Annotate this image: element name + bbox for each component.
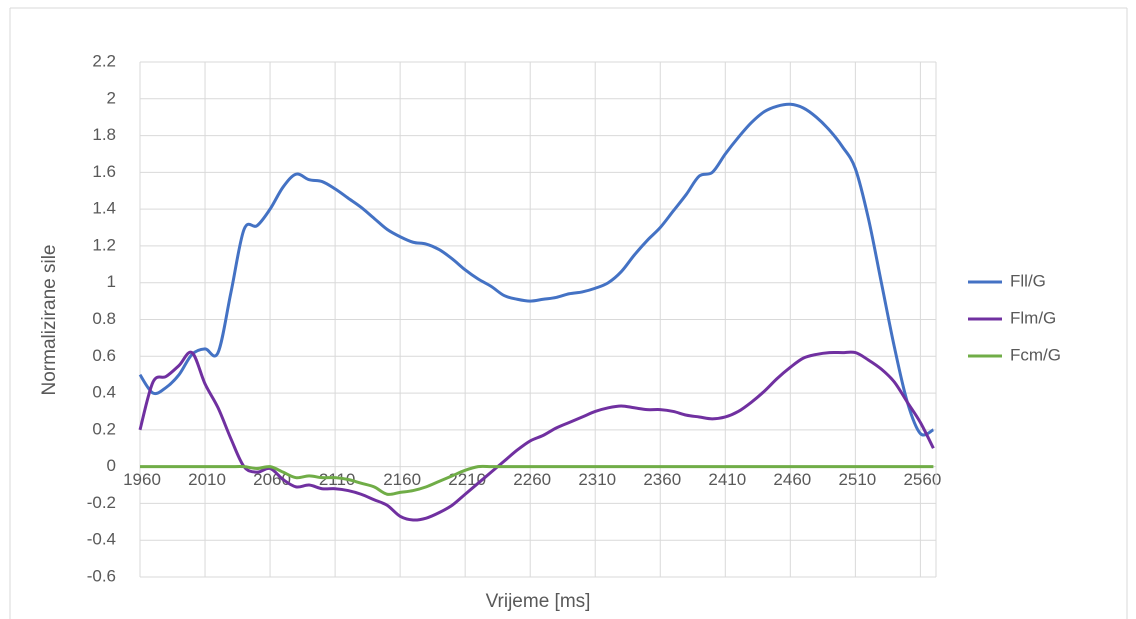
y-tick-label: 1.8 [92, 125, 116, 144]
x-axis-title: Vrijeme [ms] [486, 591, 591, 612]
x-tick-label: 2510 [838, 470, 876, 489]
y-tick-label: 0.6 [92, 346, 116, 365]
series-line [140, 464, 934, 496]
x-tick-label: 2460 [773, 470, 811, 489]
x-tick-label: 2060 [253, 470, 291, 489]
x-tick-label: 1960 [123, 470, 161, 489]
y-tick-label: 1.4 [92, 199, 116, 218]
x-tick-label: 2160 [383, 470, 421, 489]
x-tick-label: 2260 [513, 470, 551, 489]
legend-label: Fcm/G [1010, 345, 1061, 364]
x-tick-label: 2110 [319, 470, 356, 489]
legend-label: Fll/G [1010, 271, 1046, 290]
y-tick-label: 2 [107, 88, 116, 107]
series-line [138, 102, 935, 437]
y-tick-label: 2.2 [92, 51, 116, 70]
legend-label: Flm/G [1010, 308, 1056, 327]
x-tick-label: 2410 [708, 470, 746, 489]
y-axis-title: Normalizirane sile [39, 245, 60, 396]
x-tick-label: 2010 [188, 470, 226, 489]
x-tick-label: 2310 [578, 470, 616, 489]
x-tick-label: 2360 [643, 470, 681, 489]
y-tick-label: 0.4 [92, 383, 116, 402]
y-tick-label: 1.2 [92, 235, 116, 254]
y-tick-label: 1 [107, 272, 116, 291]
y-tick-label: -0.4 [87, 530, 116, 549]
x-tick-label: 2560 [903, 470, 941, 489]
series-line [138, 350, 935, 522]
y-tick-label: 1.6 [92, 162, 116, 181]
y-tick-label: -0.6 [87, 566, 116, 585]
y-tick-label: 0.8 [92, 309, 116, 328]
y-tick-label: 0.2 [92, 419, 116, 438]
y-tick-label: -0.2 [87, 493, 116, 512]
y-tick-label: 0 [107, 456, 116, 475]
